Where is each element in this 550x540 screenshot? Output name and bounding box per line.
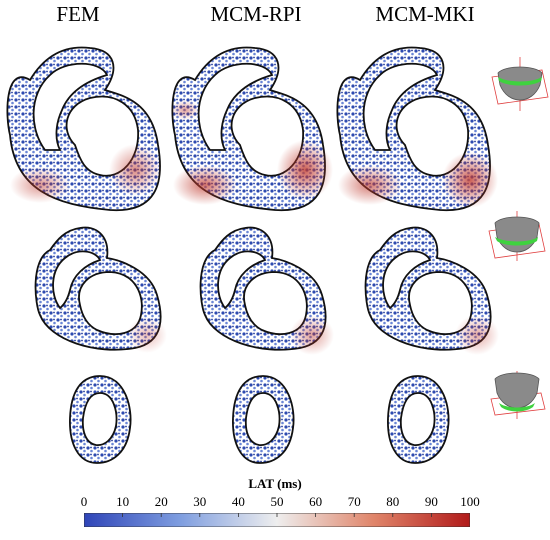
slice-row1-mcm-mki xyxy=(336,46,498,211)
slice-row3-fem xyxy=(69,375,132,464)
colorbar-tick-label: 90 xyxy=(424,494,438,509)
colorbar-tick-label: 100 xyxy=(460,494,480,509)
slice-row1-mcm-rpi xyxy=(171,46,333,211)
slice-row2-mcm-rpi xyxy=(199,226,334,355)
colorbar-tick-label: 30 xyxy=(193,494,207,509)
colorbar-tick-label: 50 xyxy=(270,494,284,509)
slice-row3-mcm-mki xyxy=(387,375,450,464)
colorbar-tick-label: 60 xyxy=(309,494,323,509)
colorbar-tick-label: 10 xyxy=(116,494,130,509)
heart-thumbnail-row1 xyxy=(491,57,549,111)
colorbar-tick-label: 20 xyxy=(154,494,168,509)
heart-thumbnail-row2 xyxy=(488,211,546,261)
colorbar-tick-label: 70 xyxy=(347,494,361,509)
slice-row2-mcm-mki xyxy=(364,226,499,355)
colorbar-tick-label: 0 xyxy=(80,494,88,509)
colorbar-label: LAT (ms) xyxy=(248,476,302,491)
colorbar xyxy=(84,513,470,527)
column-title-mcm-mki: MCM-MKI xyxy=(375,2,475,26)
slice-row1-fem xyxy=(6,46,161,211)
colorbar-tick-label: 80 xyxy=(386,494,400,509)
heart-thumbnail-row3 xyxy=(490,371,546,419)
colorbar-tick-label: 40 xyxy=(231,494,245,509)
column-title-mcm-rpi: MCM-RPI xyxy=(210,2,302,26)
slice-row2-fem xyxy=(34,226,167,353)
column-title-fem: FEM xyxy=(56,2,100,26)
slice-row3-mcm-rpi xyxy=(232,375,295,464)
